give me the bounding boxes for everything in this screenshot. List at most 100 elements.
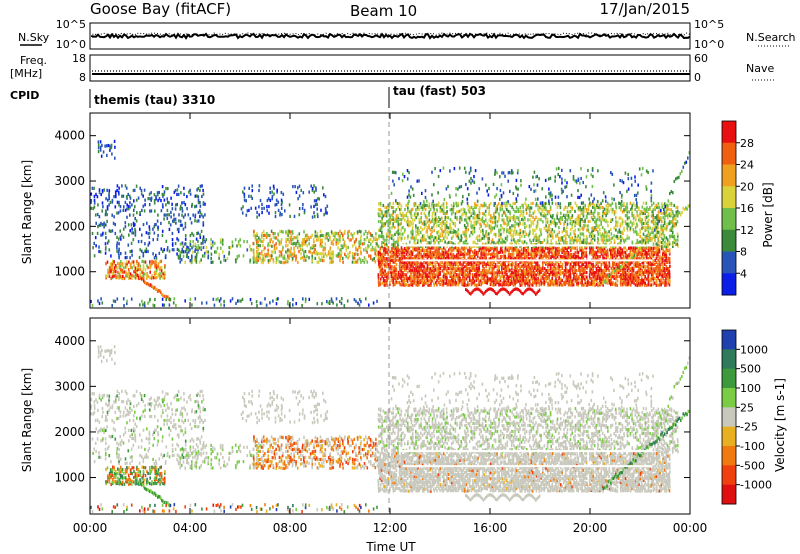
power-cell bbox=[597, 275, 599, 279]
power-cell bbox=[426, 248, 428, 252]
power-cell bbox=[313, 211, 315, 215]
power-cell bbox=[465, 269, 468, 273]
power-cell bbox=[183, 192, 185, 196]
power-cell bbox=[166, 295, 168, 299]
power-cell bbox=[528, 257, 531, 261]
power-cell bbox=[428, 241, 430, 245]
power-cell bbox=[228, 250, 231, 254]
power-cell bbox=[535, 226, 538, 230]
power-cell bbox=[416, 246, 419, 250]
power-cell bbox=[561, 257, 564, 261]
power-cell bbox=[398, 265, 401, 269]
power-cell bbox=[655, 265, 658, 269]
power-cell bbox=[462, 240, 465, 245]
power-cell bbox=[608, 279, 611, 283]
power-cell bbox=[548, 277, 550, 281]
power-cell bbox=[480, 261, 482, 265]
power-cell bbox=[441, 208, 443, 212]
power-cell bbox=[109, 264, 112, 268]
power-cell bbox=[147, 231, 150, 236]
power-cell bbox=[514, 276, 516, 281]
power-cell bbox=[654, 250, 656, 255]
power-cell bbox=[587, 264, 590, 268]
power-cell bbox=[473, 266, 476, 270]
power-cell bbox=[163, 303, 165, 307]
power-cell bbox=[441, 252, 443, 256]
power-cell bbox=[266, 205, 268, 209]
power-cell bbox=[103, 221, 105, 225]
power-cell bbox=[473, 205, 476, 209]
power-cell bbox=[570, 252, 572, 257]
power-cell bbox=[392, 244, 395, 248]
power-cell bbox=[394, 258, 396, 262]
power-cell bbox=[459, 220, 461, 224]
power-cell bbox=[384, 257, 386, 261]
power-cell bbox=[592, 248, 594, 252]
power-cell bbox=[614, 252, 617, 256]
power-cell bbox=[344, 229, 346, 233]
power-cell bbox=[101, 201, 104, 205]
power-cell bbox=[293, 246, 295, 250]
power-cell bbox=[534, 273, 536, 277]
power-cell bbox=[163, 248, 165, 252]
power-cell bbox=[384, 273, 387, 277]
power-cell bbox=[551, 260, 554, 264]
power-cell bbox=[314, 244, 317, 248]
power-cell bbox=[506, 275, 508, 279]
power-cell bbox=[576, 275, 578, 279]
power-cell bbox=[378, 262, 380, 266]
power-cell bbox=[149, 260, 151, 264]
power-cell bbox=[574, 265, 577, 269]
power-cell bbox=[569, 279, 572, 283]
power-cell bbox=[431, 211, 434, 215]
power-cell bbox=[352, 256, 354, 260]
power-cell bbox=[503, 266, 505, 270]
power-cell bbox=[194, 219, 196, 223]
power-cell bbox=[541, 266, 544, 270]
power-cell bbox=[514, 260, 517, 264]
power-cell bbox=[298, 207, 301, 211]
power-cell bbox=[165, 294, 167, 299]
power-cell bbox=[412, 278, 414, 283]
power-cell bbox=[408, 267, 411, 271]
power-cell bbox=[503, 283, 505, 287]
power-cell bbox=[589, 250, 591, 255]
power-cell bbox=[493, 203, 495, 207]
power-cell bbox=[641, 252, 644, 256]
power-cell bbox=[668, 266, 670, 270]
power-cell bbox=[623, 250, 625, 254]
power-cell bbox=[504, 265, 507, 269]
power-cell bbox=[424, 207, 427, 212]
power-cell bbox=[155, 197, 157, 201]
power-cell bbox=[443, 262, 445, 266]
power-cell bbox=[323, 213, 325, 217]
power-cell bbox=[331, 250, 333, 254]
power-cell bbox=[157, 264, 159, 268]
power-cell bbox=[382, 270, 384, 274]
power-cell bbox=[511, 246, 513, 250]
power-cell bbox=[218, 299, 221, 303]
power-cell bbox=[628, 262, 630, 267]
power-cell bbox=[447, 267, 450, 271]
power-cell bbox=[131, 260, 134, 264]
power-cell bbox=[316, 234, 318, 238]
power-cell bbox=[390, 236, 393, 240]
power-cell bbox=[137, 264, 140, 268]
power-cell bbox=[117, 270, 119, 274]
power-cell bbox=[562, 271, 565, 275]
power-cell bbox=[402, 212, 404, 216]
power-cell bbox=[425, 277, 427, 281]
power-cell bbox=[421, 208, 424, 212]
power-cell bbox=[417, 260, 419, 264]
power-cell bbox=[267, 197, 270, 201]
power-cell bbox=[657, 262, 659, 266]
power-cell bbox=[597, 273, 599, 277]
power-cell bbox=[536, 252, 539, 256]
power-cell bbox=[666, 274, 669, 279]
power-cell bbox=[425, 267, 427, 271]
power-cell bbox=[295, 254, 297, 258]
power-cell bbox=[341, 236, 344, 240]
power-cell bbox=[340, 244, 343, 248]
power-cell bbox=[144, 272, 146, 276]
power-cell bbox=[459, 270, 461, 274]
